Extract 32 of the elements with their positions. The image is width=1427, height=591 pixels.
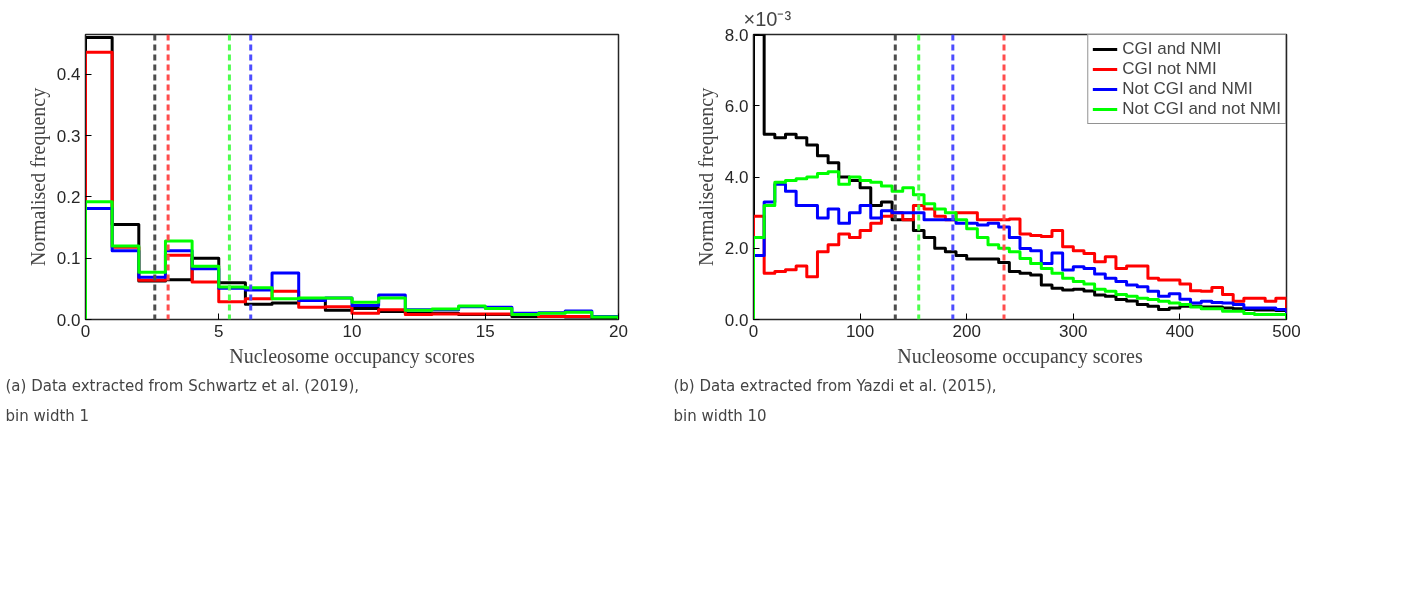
y-tick-label: 0.1 — [56, 249, 81, 269]
x-tick-label: 100 — [845, 321, 875, 341]
text: (a) Data extracted from Schwartz et al. (2019), — [5, 376, 359, 395]
legend-label: Not CGI and NMI — [1122, 79, 1253, 99]
y-tick-label: 0.0 — [724, 310, 749, 330]
y-tick-label: 0.4 — [56, 65, 81, 85]
x-tick-label: 15 — [475, 321, 495, 341]
x-axis-title: Nucleosome occupancy scores — [229, 344, 475, 368]
x-tick-label: 20 — [609, 321, 628, 341]
legend-label: CGI and NMI — [1122, 39, 1222, 59]
x-tick-label: 10 — [342, 321, 362, 341]
y-axis-title: Normalised frequency — [26, 87, 50, 267]
x-tick-label: 0 — [748, 321, 759, 341]
y-axis-title: Normalised frequency — [694, 87, 718, 267]
y-tick-label: 2.0 — [724, 239, 749, 259]
y-tick-label: 0.2 — [56, 187, 81, 207]
x-axis-title: Nucleosome occupancy scores — [897, 344, 1143, 368]
text: bin width 10 — [673, 406, 767, 425]
legend-label: Not CGI and not NMI — [1122, 99, 1281, 119]
text: bin width 1 — [5, 406, 90, 425]
text: (b) Data extracted from Yazdi et al. (2015), — [673, 376, 997, 395]
y-tick-label: 0.0 — [56, 310, 81, 330]
x-tick-label: 400 — [1165, 321, 1195, 341]
legend-label: CGI not NMI — [1122, 59, 1217, 79]
x-tick-label: 0 — [80, 321, 91, 341]
x-tick-label: 5 — [214, 321, 224, 341]
x-tick-label: 200 — [952, 321, 981, 341]
y-tick-label: 4.0 — [724, 168, 749, 187]
x-tick-label: 300 — [1059, 321, 1088, 341]
y-tick-label: 0.3 — [56, 126, 81, 146]
y-tick-label: 6.0 — [724, 96, 749, 116]
x-tick-label: 500 — [1272, 321, 1301, 341]
